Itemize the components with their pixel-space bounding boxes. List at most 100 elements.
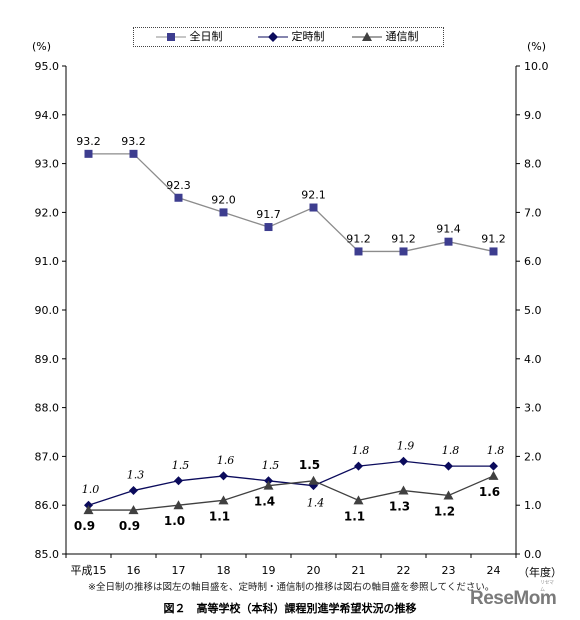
data-point-diamond — [489, 461, 498, 471]
right-tick-label: 1.0 — [524, 499, 542, 512]
legend-diamond-marker-icon — [258, 32, 288, 42]
data-point-diamond — [174, 476, 183, 486]
left-tick-label: 88.0 — [35, 402, 60, 415]
data-label-correspondence: 1.3 — [389, 500, 410, 514]
x-tick-label: 22 — [397, 564, 411, 577]
x-tick-label: 19 — [262, 564, 276, 577]
data-label-full-time: 91.4 — [436, 223, 461, 236]
left-tick-label: 95.0 — [35, 60, 60, 73]
left-tick-label: 91.0 — [35, 255, 60, 268]
x-tick-label: 平成15 — [71, 564, 107, 577]
right-tick-label: 6.0 — [524, 255, 542, 268]
brand-logo: ReseMom リセマム — [470, 580, 557, 610]
brand-tagline: リセマム — [540, 580, 554, 593]
data-label-correspondence: 1.1 — [344, 509, 365, 523]
series-line-2 — [88, 475, 494, 511]
data-point-triangle — [398, 485, 409, 495]
data-point-triangle — [353, 495, 364, 505]
left-tick-label: 85.0 — [35, 548, 60, 561]
data-label-full-time: 92.3 — [166, 179, 191, 192]
data-label-part-time: 1.8 — [352, 444, 370, 457]
data-point-square — [309, 203, 318, 212]
data-label-part-time: 1.5 — [172, 459, 190, 472]
series-line-0 — [88, 153, 494, 253]
x-tick-label: 20 — [307, 564, 321, 577]
data-point-triangle — [263, 480, 274, 490]
legend-label-correspondence: 通信制 — [385, 30, 419, 43]
data-point-triangle — [488, 470, 499, 480]
legend-item-correspondence: 通信制 — [352, 30, 419, 44]
data-label-correspondence: 1.5 — [299, 458, 320, 472]
left-tick-label: 90.0 — [35, 304, 60, 317]
data-label-full-time: 91.2 — [481, 232, 506, 245]
right-tick-label: 8.0 — [524, 158, 542, 171]
data-label-full-time: 93.2 — [121, 135, 146, 148]
data-point-diamond — [129, 486, 138, 496]
data-label-correspondence: 0.9 — [119, 519, 140, 533]
data-point-diamond — [354, 461, 363, 471]
data-point-square — [129, 149, 138, 158]
data-point-square — [354, 247, 363, 256]
data-label-full-time: 91.2 — [346, 232, 371, 245]
data-label-correspondence: 1.2 — [434, 504, 455, 518]
data-label-full-time: 91.7 — [256, 208, 281, 221]
legend-label-full-time: 全日制 — [189, 30, 223, 43]
right-tick-label: 10.0 — [524, 60, 549, 73]
data-point-triangle — [173, 500, 184, 510]
left-tick-label: 93.0 — [35, 158, 60, 171]
x-tick-label: 16 — [127, 564, 141, 577]
legend-label-part-time: 定時制 — [291, 30, 325, 43]
data-label-part-time: 1.9 — [397, 439, 415, 452]
right-tick-label: 3.0 — [524, 402, 542, 415]
left-tick-label: 86.0 — [35, 499, 60, 512]
left-tick-label: 94.0 — [35, 109, 60, 122]
left-tick-label: 92.0 — [35, 206, 60, 219]
data-label-part-time: 1.5 — [262, 459, 280, 472]
x-tick-label: 18 — [217, 564, 231, 577]
right-tick-label: 2.0 — [524, 450, 542, 463]
x-tick-label: 24 — [487, 564, 501, 577]
data-label-full-time: 92.0 — [211, 193, 236, 206]
data-point-triangle — [218, 495, 229, 505]
data-label-part-time: 1.4 — [307, 497, 325, 510]
legend: 全日制 定時制 通信制 — [133, 27, 444, 47]
data-point-square — [444, 237, 453, 246]
right-tick-label: 9.0 — [524, 109, 542, 122]
data-label-part-time: 1.0 — [82, 483, 100, 496]
data-point-triangle — [83, 505, 94, 515]
data-point-triangle — [128, 505, 139, 515]
data-point-triangle — [443, 490, 454, 500]
x-tick-label: 17 — [172, 564, 186, 577]
data-point-diamond — [219, 471, 228, 481]
right-axis-unit: (%) — [527, 40, 546, 53]
right-tick-label: 4.0 — [524, 353, 542, 366]
data-label-part-time: 1.8 — [487, 444, 505, 457]
left-tick-label: 89.0 — [35, 353, 60, 366]
figure-caption: 図２ 高等学校（本科）課程別進学希望状況の推移 — [163, 602, 417, 615]
data-label-full-time: 92.1 — [301, 189, 326, 202]
brand-name: ReseMom — [470, 588, 557, 609]
data-label-part-time: 1.6 — [217, 454, 235, 467]
right-tick-label: 7.0 — [524, 206, 542, 219]
data-point-square — [264, 223, 273, 232]
data-label-correspondence: 1.0 — [164, 514, 185, 528]
data-point-diamond — [444, 461, 453, 471]
data-point-square — [489, 247, 498, 256]
data-label-correspondence: 1.6 — [479, 485, 500, 499]
legend-item-part-time: 定時制 — [258, 30, 325, 44]
legend-square-marker-icon — [156, 33, 186, 41]
data-point-square — [84, 149, 93, 158]
data-point-diamond — [399, 456, 408, 466]
legend-item-full-time: 全日制 — [156, 30, 223, 44]
data-label-correspondence: 1.4 — [254, 495, 275, 509]
x-tick-label: 21 — [352, 564, 366, 577]
right-tick-label: 0.0 — [524, 548, 542, 561]
data-point-square — [174, 193, 183, 202]
data-label-correspondence: 1.1 — [209, 509, 230, 523]
data-label-part-time: 1.8 — [442, 444, 460, 457]
legend-triangle-marker-icon — [352, 32, 382, 41]
x-tick-label: 23 — [442, 564, 456, 577]
x-axis-unit: （年度） — [518, 565, 562, 579]
axis-note: ※全日制の推移は図左の軸目盛を、定時制・通信制の推移は図右の軸目盛を参照してくだ… — [88, 582, 495, 593]
